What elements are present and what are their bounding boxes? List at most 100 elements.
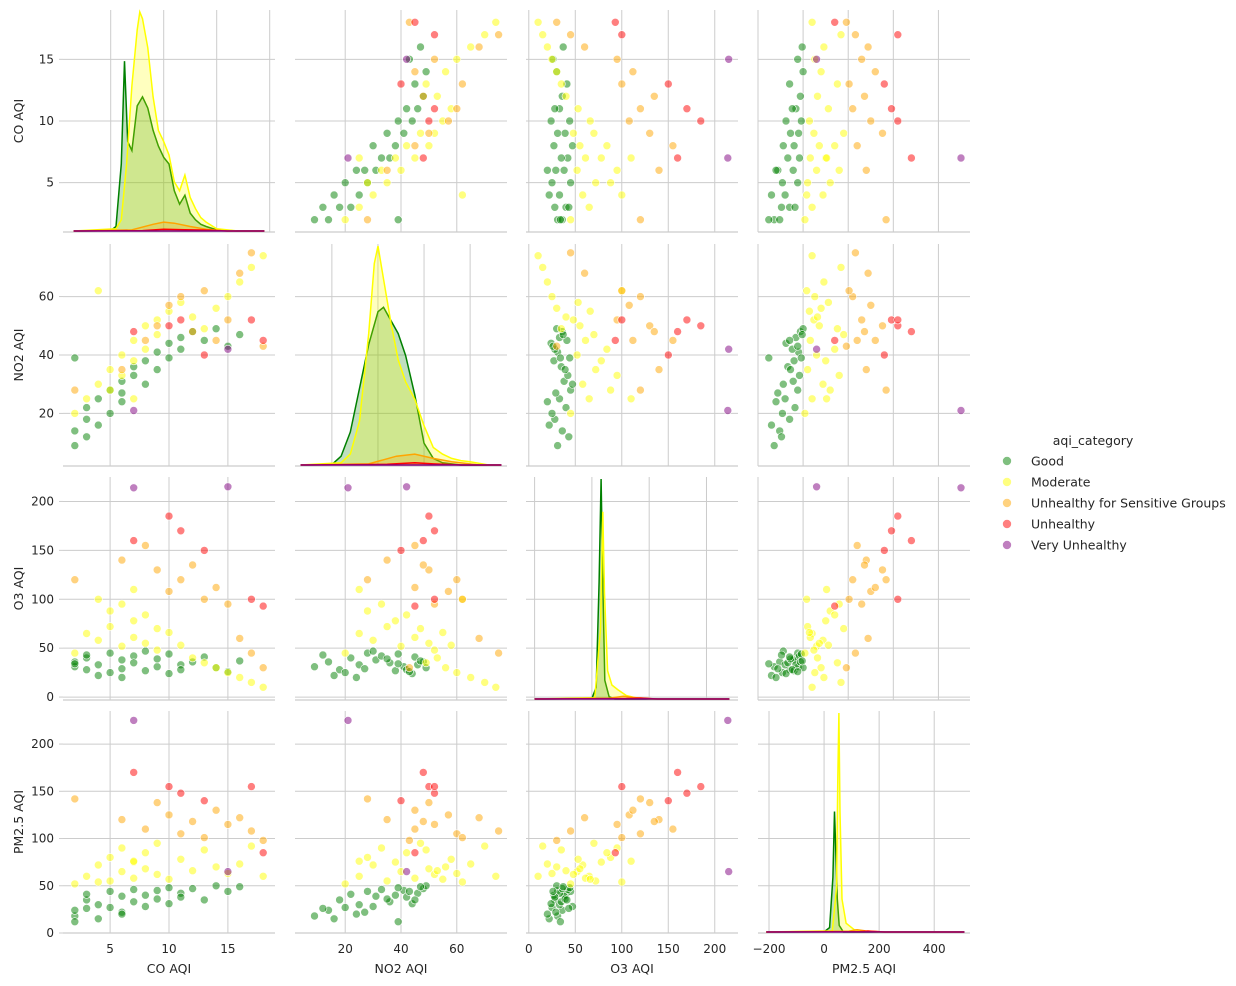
data-point [825, 178, 835, 187]
data-point [188, 653, 197, 663]
data-point [881, 575, 891, 585]
data-point [581, 336, 590, 345]
data-point [117, 655, 127, 665]
data-point [70, 441, 80, 450]
data-point [418, 560, 428, 570]
data-point [129, 394, 138, 404]
data-point [798, 67, 808, 76]
data-point [663, 350, 673, 360]
panel-co-vs-pm25 [757, 10, 970, 233]
data-point [596, 857, 606, 867]
data-point [556, 215, 565, 224]
data-point [857, 315, 867, 325]
data-point [393, 116, 403, 126]
data-point [402, 848, 411, 858]
data-point [617, 877, 627, 887]
legend-marker [1002, 456, 1012, 466]
data-point [310, 662, 319, 672]
data-point [164, 649, 174, 659]
data-point [258, 836, 268, 845]
data-point [258, 663, 268, 673]
data-point [818, 190, 828, 200]
data-point [430, 820, 439, 829]
data-point [354, 629, 364, 638]
data-point [94, 635, 103, 645]
data-point [396, 166, 406, 175]
data-point [491, 17, 501, 27]
data-point [340, 903, 350, 912]
data-point [724, 867, 734, 876]
data-point [152, 654, 162, 664]
data-point [223, 315, 233, 325]
data-point [556, 79, 566, 89]
data-point [793, 54, 803, 64]
data-point [551, 907, 561, 917]
data-point [822, 394, 831, 404]
data-point [129, 856, 138, 866]
data-point [152, 347, 162, 357]
data-point [860, 560, 869, 570]
data-point [176, 788, 186, 798]
data-point [480, 678, 490, 687]
data-point [129, 356, 138, 366]
data-point [82, 889, 91, 899]
data-point [802, 594, 812, 604]
data-point [564, 904, 574, 913]
data-point [696, 116, 706, 126]
data-point [626, 394, 636, 404]
data-point [141, 902, 150, 911]
data-point [793, 341, 803, 351]
data-point [833, 79, 842, 89]
data-point [649, 817, 659, 826]
data-point [368, 860, 378, 870]
data-point [767, 190, 776, 200]
data-point [407, 116, 417, 126]
data-point [809, 129, 819, 138]
data-point [396, 79, 406, 89]
data-point [141, 666, 150, 676]
data-point [569, 129, 578, 138]
data-point [324, 657, 333, 667]
y-tick-label: 50 [39, 641, 54, 655]
data-point [561, 866, 571, 876]
x-tick-label: 5 [106, 942, 114, 956]
data-point [416, 42, 425, 52]
data-point [418, 92, 428, 101]
data-point [129, 658, 138, 668]
data-point [543, 166, 552, 175]
data-point [152, 321, 162, 331]
data-point [830, 141, 840, 150]
x-tick-label: 15 [220, 942, 235, 956]
data-point [235, 859, 244, 869]
data-point [863, 42, 873, 52]
data-point [452, 104, 462, 113]
data-point [393, 659, 403, 669]
data-point [352, 166, 361, 175]
data-point [391, 890, 400, 900]
data-point [682, 104, 692, 113]
data-point [663, 796, 673, 806]
data-point [117, 641, 127, 651]
data-point [354, 153, 364, 163]
data-point [812, 54, 821, 64]
data-point [200, 286, 209, 296]
data-point [188, 327, 197, 336]
data-point [778, 379, 788, 389]
data-point [402, 104, 411, 113]
data-point [578, 379, 588, 389]
data-point [612, 820, 622, 829]
data-point [602, 344, 612, 354]
data-point [805, 336, 815, 345]
data-point [580, 268, 589, 278]
data-point [223, 887, 233, 896]
data-point [105, 903, 115, 912]
kde-fill-moderate [73, 12, 265, 231]
data-point [491, 682, 501, 692]
data-point [584, 203, 594, 212]
data-point [628, 805, 638, 815]
legend-label: Unhealthy [1031, 517, 1096, 532]
data-point [223, 599, 233, 609]
data-point [70, 575, 80, 585]
data-point [200, 833, 209, 842]
data-point [94, 914, 103, 924]
